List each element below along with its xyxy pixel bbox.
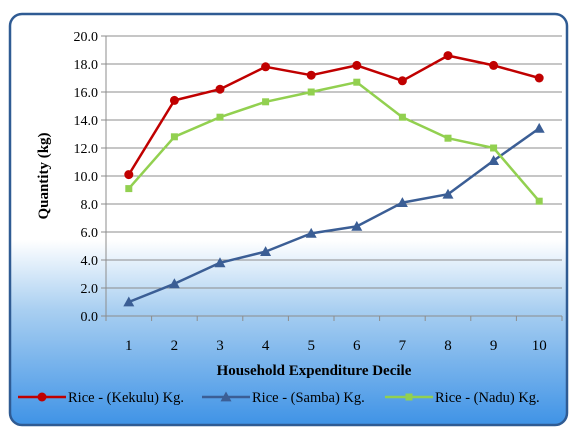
data-point xyxy=(488,155,500,165)
legend-label: Rice - (Samba) Kg. xyxy=(252,390,365,406)
series-3 xyxy=(125,78,543,205)
series-line xyxy=(127,54,540,176)
data-point xyxy=(351,220,363,231)
chart-border xyxy=(8,12,569,427)
legend-item: Rice - (Nadu) Kg. xyxy=(385,390,540,406)
data-point xyxy=(396,197,408,207)
legend-swatch-marker xyxy=(405,393,413,401)
series-layer xyxy=(123,51,545,307)
y-tick-label: 18.0 xyxy=(74,58,99,73)
data-point xyxy=(260,246,272,256)
y-tick-label: 6.0 xyxy=(81,226,99,241)
data-point xyxy=(261,62,271,72)
y-tick-label: 16.0 xyxy=(74,86,99,101)
legend-item: Rice - (Kekulu) Kg. xyxy=(18,390,184,406)
data-point xyxy=(305,227,317,238)
legend-item: Rice - (Samba) Kg. xyxy=(202,390,365,406)
data-point xyxy=(168,278,180,289)
axes xyxy=(105,36,562,317)
data-point xyxy=(170,133,178,141)
series-1 xyxy=(124,51,544,180)
y-tick-labels: 0.0 2.0 4.0 6.0 8.0 10.0 12.0 14.0 16.0 18.0 20.0 xyxy=(74,30,99,325)
data-point xyxy=(443,51,453,61)
y-tick-label: 8.0 xyxy=(81,198,99,213)
y-tick-label: 12.0 xyxy=(74,142,99,157)
y-tick-label: 14.0 xyxy=(74,114,99,129)
data-point xyxy=(534,73,544,83)
x-tick-label: 6 xyxy=(353,338,361,354)
data-point xyxy=(533,122,545,133)
x-tick-label: 2 xyxy=(171,338,179,354)
y-tick-label: 4.0 xyxy=(81,254,99,269)
data-point xyxy=(444,134,452,142)
legend-label: Rice - (Kekulu) Kg. xyxy=(68,390,184,406)
data-point xyxy=(535,197,543,205)
data-point xyxy=(307,88,315,96)
data-point xyxy=(214,257,226,268)
data-point xyxy=(216,113,224,121)
legend-swatch-marker xyxy=(37,392,47,402)
data-point xyxy=(262,98,270,106)
data-point xyxy=(352,60,362,70)
legend-label: Rice - (Nadu) Kg. xyxy=(435,390,540,406)
data-point xyxy=(123,296,135,307)
y-tick-label: 0.0 xyxy=(81,310,99,325)
data-point xyxy=(169,95,179,105)
data-point xyxy=(489,60,499,70)
x-tick-label: 9 xyxy=(490,338,498,354)
data-point xyxy=(490,144,498,152)
y-tick-label: 20.0 xyxy=(74,30,99,45)
x-axis-label: Household Expenditure Decile xyxy=(217,363,412,379)
data-point xyxy=(442,188,454,199)
data-point xyxy=(306,70,316,80)
data-point xyxy=(215,84,225,94)
legend: Rice - (Kekulu) Kg. Rice - (Samba) Kg. Ric… xyxy=(18,390,540,406)
y-tick-label: 10.0 xyxy=(74,170,99,185)
series-2 xyxy=(123,122,545,307)
x-tick-label: 3 xyxy=(216,338,224,354)
legend-swatch-marker xyxy=(220,391,232,402)
x-tick-label: 1 xyxy=(125,338,133,354)
data-point xyxy=(398,113,406,121)
data-point xyxy=(125,185,133,193)
data-point xyxy=(124,170,134,180)
y-axis-label: Quantity (kg) xyxy=(36,132,52,219)
data-point xyxy=(353,78,361,86)
grid-lines xyxy=(101,35,562,317)
x-tick-label: 7 xyxy=(399,338,407,354)
x-tick-label: 10 xyxy=(532,338,547,354)
series-line xyxy=(127,80,541,203)
x-tick-label: 4 xyxy=(262,338,270,354)
y-tick-label: 2.0 xyxy=(81,282,99,297)
x-tick-labels: 1 2 3 4 5 6 7 8 9 10 xyxy=(105,316,563,354)
data-point xyxy=(397,76,407,86)
series-line xyxy=(128,127,540,304)
x-tick-label: 5 xyxy=(307,338,315,354)
x-tick-label: 8 xyxy=(444,338,452,354)
